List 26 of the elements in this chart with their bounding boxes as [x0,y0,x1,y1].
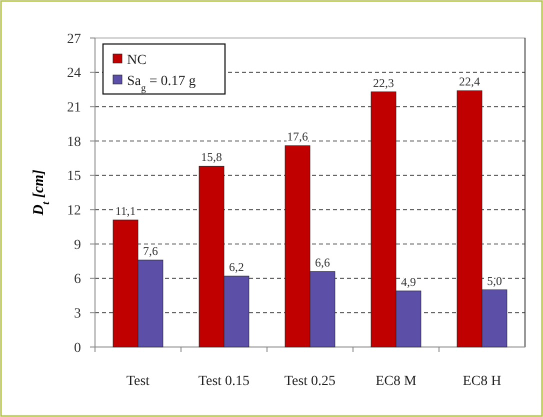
data-label: 5,0 [486,274,502,288]
y-tick-label: 6 [74,272,81,288]
x-tick-label: Test [126,374,150,389]
data-label: 6,2 [228,260,244,274]
y-tick-label: 9 [74,238,81,253]
y-tick-label: 12 [67,204,81,219]
y-tick-label: 0 [74,340,81,356]
y-tick-label: 3 [74,306,81,322]
data-label: 6,6 [314,255,330,270]
data-label: 15,8 [201,150,222,164]
x-tick-label: Test 0.15 [198,374,250,389]
y-tick-label: 27 [67,32,81,47]
x-tick-label: Test 0.25 [284,374,336,389]
y-tick-label: 18 [67,134,81,150]
y-tick-label: 15 [67,169,81,184]
x-tick-label: EC8 H [462,374,502,389]
data-label: 4,9 [400,274,416,289]
legend-label: NC [127,52,146,68]
y-tick-label: 21 [67,100,81,116]
data-label: 17,6 [287,130,308,144]
x-tick-label: EC8 M [376,374,417,389]
data-label: 7,6 [142,244,158,258]
legend-label: Sa$_{g}$ = 0.17 g [127,74,196,94]
y-tick-label: 24 [67,66,81,82]
data-label: 22,3 [373,76,394,90]
data-label: 22,4 [459,74,480,89]
